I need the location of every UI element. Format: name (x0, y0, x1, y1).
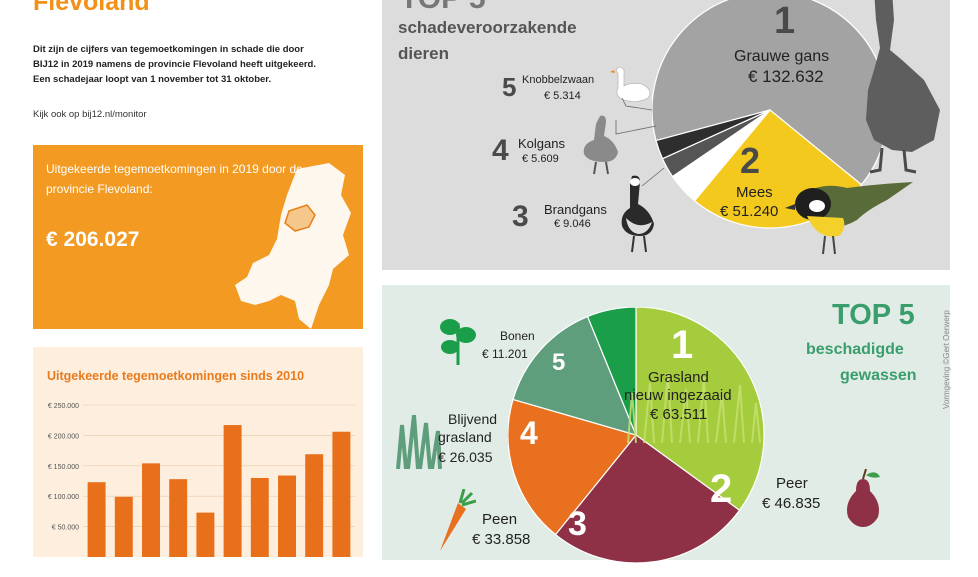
animal-rank-5: 5 (502, 72, 517, 102)
crops-pie-chart (508, 307, 765, 564)
payout-description: Uitgekeerde tegemoetkomingen in 2019 doo… (46, 162, 303, 196)
bar-2010 (87, 482, 106, 557)
animal-value-5: € 5.314 (544, 90, 581, 102)
bean-plant-icon (440, 319, 476, 365)
animal-name-1: Grauwe gans (734, 48, 830, 65)
crop-rank-4: 4 (520, 415, 538, 451)
netherlands-map-icon (235, 163, 351, 329)
animal-name-2: Mees (736, 184, 773, 201)
animal-name-4: Kolgans (518, 136, 565, 151)
animal-rank-2: 2 (740, 140, 761, 181)
bar-2013 (169, 479, 188, 557)
bar-2015 (223, 425, 242, 557)
crops-top-title: TOP 5 (832, 299, 915, 331)
bar-2011 (114, 496, 133, 557)
animals-top-title: TOP 5 (400, 0, 486, 16)
great-tit-icon (785, 182, 913, 255)
white-fronted-goose-icon (583, 115, 618, 175)
y-tick-label: € 50.000 (52, 525, 79, 532)
barnacle-goose-icon (621, 175, 654, 253)
crops-subtitle-2: gewassen (840, 367, 917, 384)
crop-name-2: Peer (776, 475, 808, 492)
crops-slice-5 (586, 307, 637, 436)
animals-slice-5 (655, 109, 771, 160)
bar-chart-title: Uitgekeerde tegemoetkomingen sinds 2010 (47, 369, 305, 383)
bar-2019 (332, 431, 351, 557)
bar-2014 (196, 512, 215, 557)
crops-panel: TOP 5 beschadigde gewassen Vormgeving ©G… (382, 285, 951, 564)
animal-rank-4: 4 (492, 134, 509, 167)
animal-name-3: Brandgans (544, 202, 607, 217)
crop-rank-3: 3 (568, 505, 587, 543)
y-tick-label: € 150.000 (48, 464, 79, 471)
monitor-link[interactable]: Kijk ook op bij12.nl/monitor (33, 109, 147, 120)
bar-2017 (278, 475, 296, 557)
crop-rank-5: 5 (552, 349, 566, 376)
crop-value-1: € 63.511 (650, 406, 708, 423)
intro-line: Dit zijn de cijfers van tegemoetkomingen… (33, 44, 304, 55)
animal-name-5: Knobbelzwaan (522, 74, 595, 86)
greylag-goose-icon (866, 0, 940, 174)
crop-name-5: Bonen (500, 329, 535, 343)
y-tick-label: € 250.000 (48, 403, 79, 410)
grass-icon (627, 372, 761, 443)
crop-value-3: € 33.858 (472, 531, 531, 548)
crop-name-1a: Grasland (648, 369, 709, 386)
bar-2018 (305, 454, 324, 557)
leader-lines (615, 97, 665, 187)
bar-chart-box: Uitgekeerde tegemoetkomingen sinds 2010 … (33, 347, 363, 557)
carrot-icon (440, 489, 476, 551)
animal-rank-3: 3 (512, 200, 529, 233)
page-title: Flevoland (33, 0, 150, 16)
crop-value-4: € 26.035 (438, 449, 493, 465)
bar-chart: € 250.000 € 200.000 € 150.000 € 100.000 € 50… (48, 403, 355, 557)
y-tick-label: € 100.000 (48, 494, 79, 501)
animals-slice-1 (652, 0, 882, 186)
crops-slice-4 (512, 315, 638, 436)
intro-line: Een schadejaar loopt van 1 november tot … (33, 74, 272, 85)
permanent-grassland-icon (396, 415, 442, 469)
bar-2016 (250, 477, 269, 557)
crop-rank-2: 2 (710, 467, 733, 511)
animals-subtitle-1: schadeveroorzakende (398, 18, 577, 37)
intro-text: Dit zijn de cijfers van tegemoetkomingen… (33, 42, 373, 87)
crops-slice-3 (508, 398, 638, 536)
mute-swan-icon (610, 66, 651, 102)
intro-line: BIJ12 in 2019 namens de provincie Flevol… (33, 59, 316, 70)
animal-value-2: € 51.240 (720, 203, 779, 220)
crop-name-4a: Blijvend (448, 411, 498, 427)
animals-subtitle-2: dieren (398, 44, 450, 63)
crop-name-3: Peen (482, 511, 518, 528)
payout-box: Uitgekeerde tegemoetkomingen in 2019 doo… (33, 145, 363, 329)
animal-rank-1: 1 (774, 0, 796, 42)
animal-value-1: € 132.632 (748, 67, 824, 86)
animal-value-4: € 5.609 (522, 153, 559, 165)
pear-icon (847, 469, 880, 527)
design-credit: Vormgeving ©Gert Oerwerp (942, 310, 951, 409)
crop-value-2: € 46.835 (762, 495, 821, 512)
crop-rank-1: 1 (671, 323, 694, 367)
crops-slice-1 (635, 307, 765, 512)
crop-name-1b: nieuw ingezaaid (624, 387, 732, 404)
bar-2012 (142, 463, 160, 557)
crop-name-4b: grasland (438, 429, 492, 445)
animals-panel: TOP 5 schadeveroorzakende dieren 1 (382, 0, 950, 270)
animal-value-3: € 9.046 (554, 218, 591, 230)
payout-amount: € 206.027 (46, 228, 140, 251)
y-tick-label: € 200.000 (48, 433, 79, 440)
crop-value-5: € 11.201 (482, 347, 528, 361)
crops-subtitle-1: beschadigde (806, 341, 904, 358)
